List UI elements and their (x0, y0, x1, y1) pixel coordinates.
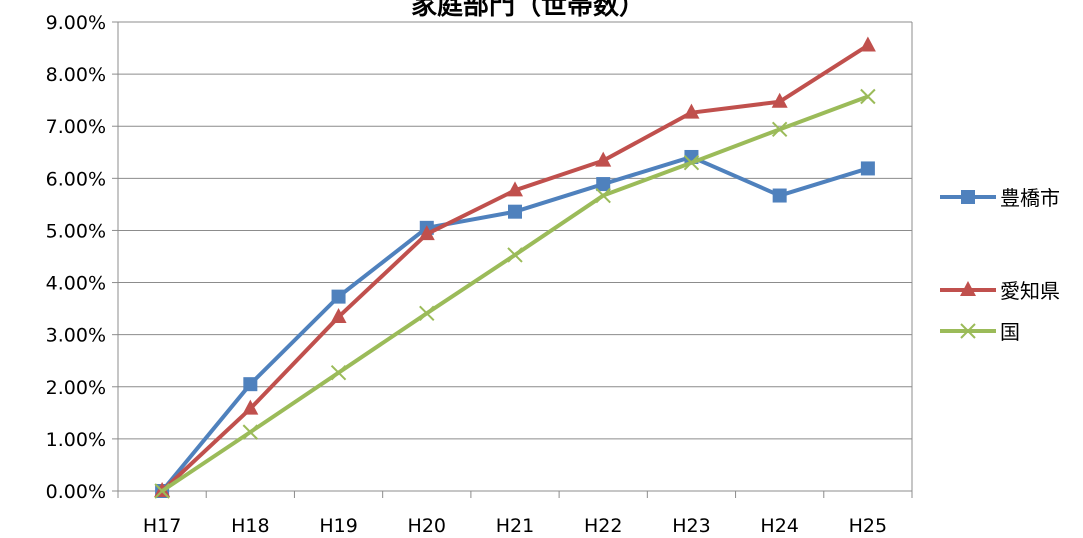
data-point-triangle (771, 92, 788, 108)
data-point-square (772, 188, 787, 203)
data-point-x (330, 365, 347, 381)
x-tick-label: H21 (496, 515, 534, 537)
legend-label: 豊橋市 (1000, 186, 1060, 210)
series-2 (154, 36, 876, 497)
legend-label: 国 (1000, 320, 1020, 344)
legend-item: 豊橋市 (940, 186, 1060, 210)
data-point-triangle (859, 36, 876, 52)
chart-title: 家庭部門（世帯数） (411, 0, 645, 21)
data-point-square (508, 204, 522, 219)
y-tick-labels: 0.00% 1.00% 2.00% 3.00% 4.00% 5.00% 6.00% 7.00%… (46, 12, 106, 503)
x-tick-label: H19 (319, 515, 357, 537)
data-point-x (960, 323, 976, 339)
legend-label: 愛知県 (1000, 279, 1060, 303)
y-tick-label: 6.00% (46, 168, 106, 190)
gridlines (118, 21, 912, 440)
x-tick-label: H24 (760, 515, 798, 537)
data-point-triangle (330, 307, 347, 323)
x-tick-label: H23 (672, 515, 710, 537)
data-point-triangle (683, 103, 700, 119)
legend-item: 国 (940, 320, 1020, 344)
data-point-square (860, 161, 875, 176)
y-tick-label: 8.00% (46, 64, 106, 86)
series-line (160, 43, 869, 493)
y-tick-label: 9.00% (46, 12, 106, 34)
data-point-triangle (242, 399, 259, 415)
axes (112, 21, 913, 498)
data-point-square (596, 177, 611, 192)
data-point-x (419, 305, 435, 322)
y-tick-label: 5.00% (46, 220, 106, 242)
data-point-x (242, 424, 259, 440)
data-point-x (683, 154, 700, 171)
series-1 (155, 149, 875, 498)
legend-item: 愛知県 (940, 279, 1060, 303)
series-line (161, 94, 869, 493)
data-point-x (771, 121, 788, 138)
x-tick-labels: H17 H18 H19 H20 H21 H22 H23 H24 H25 (143, 515, 887, 537)
series-3 (154, 88, 876, 499)
data-point-x (860, 88, 876, 105)
data-point-x (595, 187, 611, 204)
y-tick-label: 3.00% (46, 325, 106, 347)
data-point-triangle (418, 225, 435, 241)
data-point-x (507, 247, 523, 263)
data-point-square (243, 377, 258, 392)
y-tick-label: 1.00% (46, 429, 106, 451)
x-tick-label: H18 (231, 515, 269, 537)
series-lines (154, 36, 876, 499)
data-point-triangle (960, 281, 976, 296)
y-tick-label: 4.00% (46, 273, 106, 295)
x-tick-label: H20 (408, 515, 446, 537)
data-point-square (331, 289, 346, 304)
data-point-triangle (507, 181, 523, 197)
y-tick-label: 7.00% (46, 116, 106, 138)
y-tick-label: 0.00% (46, 481, 106, 503)
data-point-triangle (595, 151, 612, 167)
y-tick-label: 2.00% (46, 377, 106, 399)
data-point-x (154, 483, 170, 499)
x-tick-label: H25 (849, 515, 887, 537)
x-tick-label: H22 (584, 515, 622, 537)
data-point-square (961, 190, 975, 204)
x-tick-label: H17 (143, 515, 181, 537)
